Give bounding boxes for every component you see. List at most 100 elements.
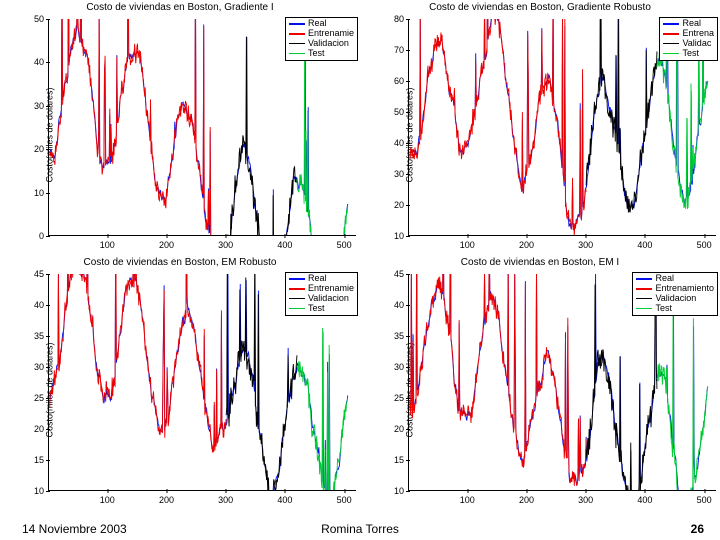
y-tick: 45 — [34, 269, 44, 279]
x-tick: 500 — [337, 495, 352, 505]
y-tick: 25 — [394, 393, 404, 403]
legend-label: Test — [682, 49, 699, 59]
panel-top-left: Costo de viviendas en Boston, Gradiente … — [0, 0, 360, 255]
y-tick: 10 — [394, 231, 404, 241]
series-line — [226, 36, 297, 235]
y-tick: 40 — [394, 300, 404, 310]
x-ticks: 100200300400500 — [48, 493, 356, 509]
y-tick: 35 — [34, 331, 44, 341]
y-tick: 50 — [34, 14, 44, 24]
chart-wrap: Costo(miles de dolares) 01020304050 Real… — [0, 15, 360, 254]
x-tick: 200 — [159, 495, 174, 505]
panel-title: Costo de viviendas en Boston, EM Robusto — [0, 257, 360, 268]
legend-label: Test — [308, 304, 325, 314]
y-tick: 15 — [394, 455, 404, 465]
x-tick: 400 — [637, 495, 652, 505]
x-tick: 500 — [337, 240, 352, 250]
legend: RealEntrenamieValidacionTest — [285, 272, 358, 316]
plot-area: RealEntrenamieValidacionTest — [48, 274, 356, 491]
y-tick: 40 — [394, 138, 404, 148]
legend-item: Test — [289, 304, 354, 314]
y-tick: 35 — [394, 331, 404, 341]
y-ticks: 01020304050 — [24, 19, 46, 236]
x-tick: 500 — [697, 240, 712, 250]
x-tick: 100 — [460, 240, 475, 250]
y-tick: 10 — [34, 486, 44, 496]
legend-swatch — [289, 308, 305, 310]
plot-area: RealEntrenamieValidacionTest — [48, 19, 356, 236]
legend-swatch — [636, 288, 652, 290]
x-tick: 400 — [277, 240, 292, 250]
y-tick: 25 — [34, 393, 44, 403]
series-line — [50, 19, 227, 235]
panel-bottom-right: Costo de viviendas en Boston, EM I Costo… — [360, 255, 720, 510]
series-line — [50, 274, 227, 452]
y-tick: 20 — [394, 424, 404, 434]
x-tick: 100 — [100, 240, 115, 250]
series-line — [297, 328, 348, 490]
y-ticks: 1015202530354045 — [384, 274, 406, 491]
panel-title: Costo de viviendas en Boston, Gradiente … — [360, 2, 720, 13]
panel-top-right: Costo de viviendas en Boston, Gradiente … — [360, 0, 720, 255]
legend: RealEntrenamientoValidacionTest — [632, 272, 718, 316]
x-tick: 300 — [578, 240, 593, 250]
legend-swatch — [289, 43, 305, 45]
x-tick: 100 — [460, 495, 475, 505]
panel-title: Costo de viviendas en Boston, Gradiente … — [0, 2, 360, 13]
legend-label: Test — [655, 304, 672, 314]
legend-swatch — [663, 53, 679, 55]
chart-grid: Costo de viviendas en Boston, Gradiente … — [0, 0, 720, 510]
x-tick: 400 — [637, 240, 652, 250]
y-tick: 80 — [394, 14, 404, 24]
x-tick: 200 — [519, 495, 534, 505]
chart-wrap: Costo(miles de dolares) 1015202530354045… — [360, 270, 720, 509]
legend-swatch — [289, 53, 305, 55]
legend-swatch — [663, 33, 679, 35]
y-tick: 50 — [394, 107, 404, 117]
footer-author: Romina Torres — [321, 522, 399, 536]
legend-swatch — [663, 23, 679, 25]
y-tick: 30 — [394, 362, 404, 372]
legend-swatch — [289, 298, 305, 300]
x-tick: 200 — [159, 240, 174, 250]
y-ticks: 1020304050607080 — [384, 19, 406, 236]
panel-bottom-left: Costo de viviendas en Boston, EM Robusto… — [0, 255, 360, 510]
legend-swatch — [289, 23, 305, 25]
y-tick: 0 — [39, 231, 44, 241]
legend-item: Test — [636, 304, 714, 314]
x-tick: 300 — [578, 495, 593, 505]
y-tick: 60 — [394, 76, 404, 86]
chart-wrap: Costo(miles de dolares) 1015202530354045… — [0, 270, 360, 509]
legend-item: Test — [663, 49, 714, 59]
x-ticks: 100 200 300 400 500 — [48, 238, 356, 254]
chart-wrap: Costo(miles de dolares) 1020304050607080… — [360, 15, 720, 254]
panel-title: Costo de viviendas en Boston, EM I — [360, 257, 720, 268]
y-tick: 45 — [394, 269, 404, 279]
legend-swatch — [636, 308, 652, 310]
x-tick: 400 — [277, 495, 292, 505]
y-tick: 10 — [394, 486, 404, 496]
series-line — [410, 274, 587, 486]
legend-swatch — [289, 278, 305, 280]
footer-page: 26 — [691, 522, 704, 536]
x-tick: 100 — [100, 495, 115, 505]
x-tick: 200 — [519, 240, 534, 250]
legend-swatch — [663, 43, 679, 45]
plot-area: RealEntrenamientoValidacionTest — [408, 274, 716, 491]
legend: RealEntrenamieValidacionTest — [285, 17, 358, 61]
x-ticks: 100 200 300 400 500 — [408, 238, 716, 254]
legend: RealEntrenaValidacTest — [659, 17, 718, 61]
legend-swatch — [636, 278, 652, 280]
x-ticks: 100 200 300 400 500 — [408, 493, 716, 509]
y-tick: 30 — [394, 169, 404, 179]
footer-date: 14 Noviembre 2003 — [22, 522, 127, 536]
plot-area: RealEntrenaValidacTest — [408, 19, 716, 236]
legend-swatch — [289, 288, 305, 290]
y-tick: 20 — [394, 200, 404, 210]
y-tick: 15 — [34, 455, 44, 465]
y-tick: 70 — [394, 45, 404, 55]
x-tick: 500 — [697, 495, 712, 505]
y-tick: 10 — [34, 188, 44, 198]
legend-item: Test — [289, 49, 354, 59]
x-tick: 300 — [218, 240, 233, 250]
